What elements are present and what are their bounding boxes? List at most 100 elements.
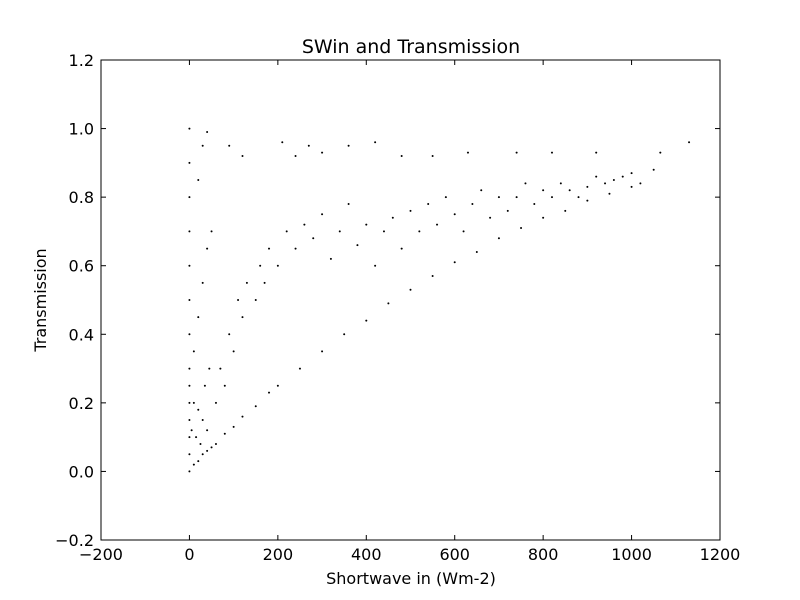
- data-point: [497, 196, 500, 199]
- data-point: [471, 203, 474, 205]
- data-point: [228, 333, 231, 336]
- data-point: [612, 179, 615, 181]
- data-point: [659, 151, 662, 154]
- data-point: [365, 319, 368, 322]
- data-point: [201, 281, 204, 284]
- data-point: [223, 432, 226, 435]
- data-point: [276, 384, 279, 387]
- data-point: [462, 230, 465, 233]
- data-point: [321, 213, 324, 216]
- data-point: [347, 144, 350, 147]
- data-point: [241, 415, 244, 418]
- data-point: [210, 230, 213, 233]
- data-point: [197, 408, 200, 411]
- data-point: [210, 446, 213, 449]
- data-point: [595, 151, 598, 154]
- x-tick-label: 1000: [611, 545, 652, 564]
- y-tick-label: 0.6: [69, 257, 94, 276]
- data-point: [188, 299, 191, 301]
- data-point: [506, 209, 509, 212]
- data-point: [219, 367, 222, 370]
- data-point: [195, 436, 198, 439]
- data-point: [259, 264, 262, 267]
- data-point: [206, 449, 209, 452]
- y-tick-label: 1.0: [69, 120, 94, 139]
- data-point: [480, 189, 483, 192]
- y-tick-label: 0.8: [69, 188, 94, 207]
- data-point: [276, 264, 279, 267]
- data-point: [285, 230, 288, 233]
- data-point: [281, 141, 284, 144]
- data-point: [497, 237, 500, 240]
- data-point: [263, 281, 266, 284]
- data-point: [453, 213, 456, 216]
- data-point: [604, 182, 607, 185]
- data-point: [192, 401, 195, 404]
- data-point: [312, 237, 315, 240]
- y-axis-title: Transmission: [31, 248, 50, 352]
- data-point: [192, 350, 195, 353]
- data-point: [550, 151, 553, 154]
- data-point: [374, 141, 377, 144]
- data-point: [214, 401, 217, 404]
- data-point: [436, 223, 439, 226]
- data-point: [188, 196, 191, 199]
- data-point: [188, 453, 191, 456]
- x-tick-label: 1200: [700, 545, 741, 564]
- data-point: [188, 401, 191, 404]
- data-point: [515, 196, 518, 199]
- data-point: [431, 275, 434, 277]
- data-point: [294, 247, 297, 250]
- data-point: [391, 216, 394, 219]
- data-point: [586, 185, 589, 188]
- data-point: [268, 247, 271, 250]
- data-point: [630, 185, 633, 188]
- data-point: [237, 299, 240, 301]
- data-point: [475, 251, 478, 253]
- data-point: [489, 216, 492, 219]
- data-point: [343, 333, 346, 336]
- data-point: [206, 247, 209, 250]
- data-point: [382, 230, 385, 233]
- data-point: [201, 144, 204, 147]
- data-point: [201, 453, 204, 456]
- data-point: [190, 429, 193, 432]
- data-point: [232, 350, 235, 353]
- data-point: [515, 151, 518, 154]
- data-point: [199, 443, 202, 445]
- chart-title: SWin and Transmission: [302, 36, 520, 58]
- data-point: [639, 182, 642, 185]
- data-point: [197, 316, 200, 319]
- data-point: [208, 367, 211, 370]
- data-point: [192, 463, 195, 466]
- data-point: [595, 175, 598, 178]
- data-point: [241, 155, 244, 157]
- data-point: [232, 425, 235, 428]
- data-point: [307, 144, 310, 147]
- data-point: [444, 196, 447, 199]
- data-point: [559, 182, 562, 185]
- data-point: [188, 333, 191, 336]
- data-point: [542, 216, 545, 219]
- data-point: [206, 131, 209, 133]
- x-tick-label: 400: [351, 545, 382, 564]
- data-point: [201, 419, 204, 421]
- data-point: [520, 227, 523, 229]
- data-point: [409, 209, 412, 212]
- data-point: [188, 470, 191, 473]
- data-point: [688, 141, 691, 144]
- data-point: [214, 443, 217, 445]
- data-point: [356, 244, 359, 247]
- data-point: [298, 367, 301, 370]
- data-point: [387, 302, 390, 305]
- data-point: [321, 151, 324, 154]
- data-point: [338, 230, 341, 233]
- data-point: [241, 316, 244, 319]
- data-point: [409, 288, 412, 291]
- x-tick-label: 600: [439, 545, 470, 564]
- data-point: [568, 189, 571, 192]
- data-point: [621, 175, 624, 178]
- data-point: [223, 384, 226, 387]
- points-layer: [188, 127, 691, 473]
